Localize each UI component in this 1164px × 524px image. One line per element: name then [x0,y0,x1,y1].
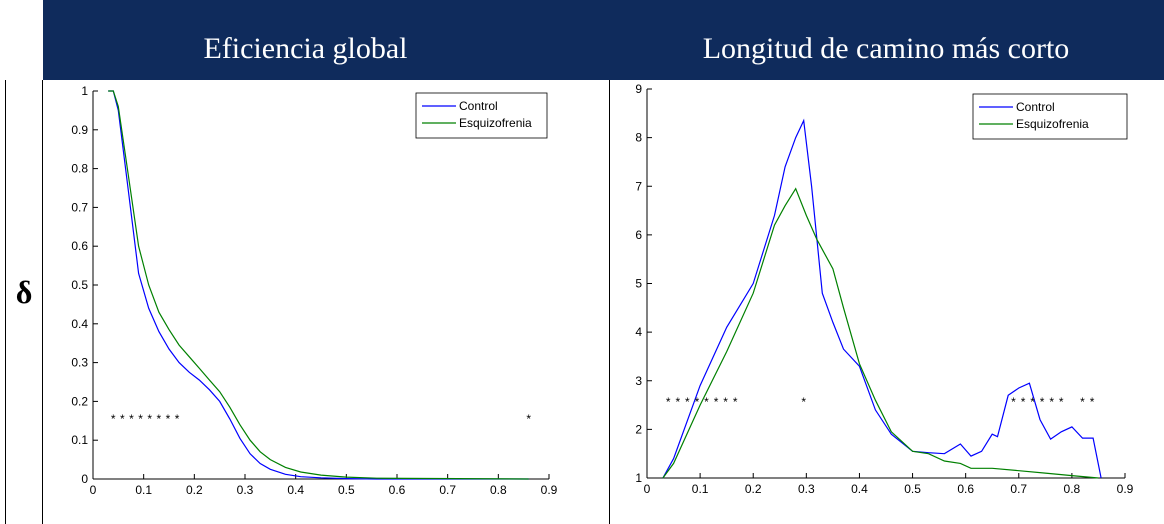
significance-marker: * [129,412,134,426]
legend-label: Control [1016,100,1055,114]
significance-marker: * [723,395,728,409]
row-label-delta: δ [15,274,33,310]
significance-marker: * [157,412,162,426]
significance-marker: * [1080,395,1085,409]
significance-marker: * [147,412,152,426]
x-tick-label: 0.3 [237,483,254,497]
chart-global-efficiency: 0 0.1 0.2 0.3 0.4 0.5 0.6 0.7 0.8 0.9 0 0.1 0.2 0.3 0.… [71,84,558,497]
y-tick-label: 9 [635,82,642,96]
significance-marker: * [1040,395,1045,409]
y-tick-label: 0.3 [71,356,88,370]
significance-marker: * [120,412,125,426]
y-tick-label: 6 [635,228,642,242]
significance-marker: * [714,395,719,409]
significance-marker: * [675,395,680,409]
table-header-band: Eficiencia global Longitud de camino más… [43,0,1164,80]
significance-marker: * [1090,395,1095,409]
y-tick-label: 1 [635,471,642,485]
y-tick-label: 0.5 [71,278,88,292]
table-left-border [5,80,1164,524]
y-tick-label: 2 [635,422,642,436]
y-tick-label: 1 [81,84,88,98]
significance-marker: * [526,412,531,426]
series-line-esquizofrenia [108,90,529,480]
x-tick-label: 0.1 [692,482,709,496]
significance-marker: * [138,412,143,426]
significance-marker: * [166,412,171,426]
series-line-control [662,118,1102,479]
significance-marker: * [111,412,116,426]
x-tick-label: 0.2 [745,482,762,496]
y-tick-label: 0.6 [71,239,88,253]
legend-box [415,92,548,139]
x-tick-label: 0 [644,482,651,496]
significance-marker: * [1021,395,1026,409]
y-tick-label: 4 [635,325,642,339]
significance-marker: * [175,412,180,426]
x-tick-label: 0.6 [957,482,974,496]
significance-marker: * [685,395,690,409]
x-tick-label: 0.7 [1010,482,1027,496]
y-tick-label: 5 [635,277,642,291]
y-tick-label: 8 [635,131,642,145]
significance-marker: * [1059,395,1064,409]
significance-marker: * [1049,395,1054,409]
y-tick-label: 0.1 [71,433,88,447]
x-tick-label: 0.9 [541,483,558,497]
significance-marker: * [1011,395,1016,409]
legend-box [972,93,1128,140]
significance-marker: * [1030,395,1035,409]
x-tick-label: 0.4 [287,483,304,497]
legend-label: Esquizofrenia [1016,117,1089,131]
x-tick-label: 0.5 [904,482,921,496]
table-column-dividers [42,80,610,524]
x-tick-label: 0.5 [338,483,355,497]
y-tick-label: 0.9 [71,123,88,137]
column-header-global-efficiency: Eficiencia global [203,32,408,65]
legend-label: Esquizofrenia [459,116,532,130]
significance-marker: * [733,395,738,409]
x-tick-label: 0.6 [389,483,406,497]
series-line-control [108,90,529,480]
chart-shortest-path-length: 0 0.1 0.2 0.3 0.4 0.5 0.6 0.7 0.8 0.9 1 2 3 4 5 6 7 8 9 * * *… [635,82,1134,496]
y-tick-label: 0 [81,472,88,486]
x-tick-label: 0.8 [490,483,507,497]
significance-marker: * [666,395,671,409]
x-tick-label: 0 [90,483,97,497]
legend-label: Control [459,99,498,113]
y-tick-label: 0.8 [71,162,88,176]
y-tick-label: 0.4 [71,317,88,331]
y-tick-label: 0.2 [71,394,88,408]
significance-marker: * [801,395,806,409]
y-tick-label: 7 [635,179,642,193]
x-tick-label: 0.9 [1117,482,1134,496]
x-tick-label: 0.4 [851,482,868,496]
x-tick-label: 0.8 [1064,482,1081,496]
y-tick-label: 3 [635,374,642,388]
y-tick-label: 0.7 [71,200,88,214]
significance-marker: * [704,395,709,409]
x-tick-label: 0.3 [798,482,815,496]
series-line-esquizofrenia [662,187,1099,479]
significance-marker: * [695,395,700,409]
x-tick-label: 0.7 [439,483,456,497]
column-header-shortest-path: Longitud de camino más corto [702,32,1070,65]
x-tick-label: 0.1 [135,483,152,497]
x-tick-label: 0.2 [186,483,203,497]
